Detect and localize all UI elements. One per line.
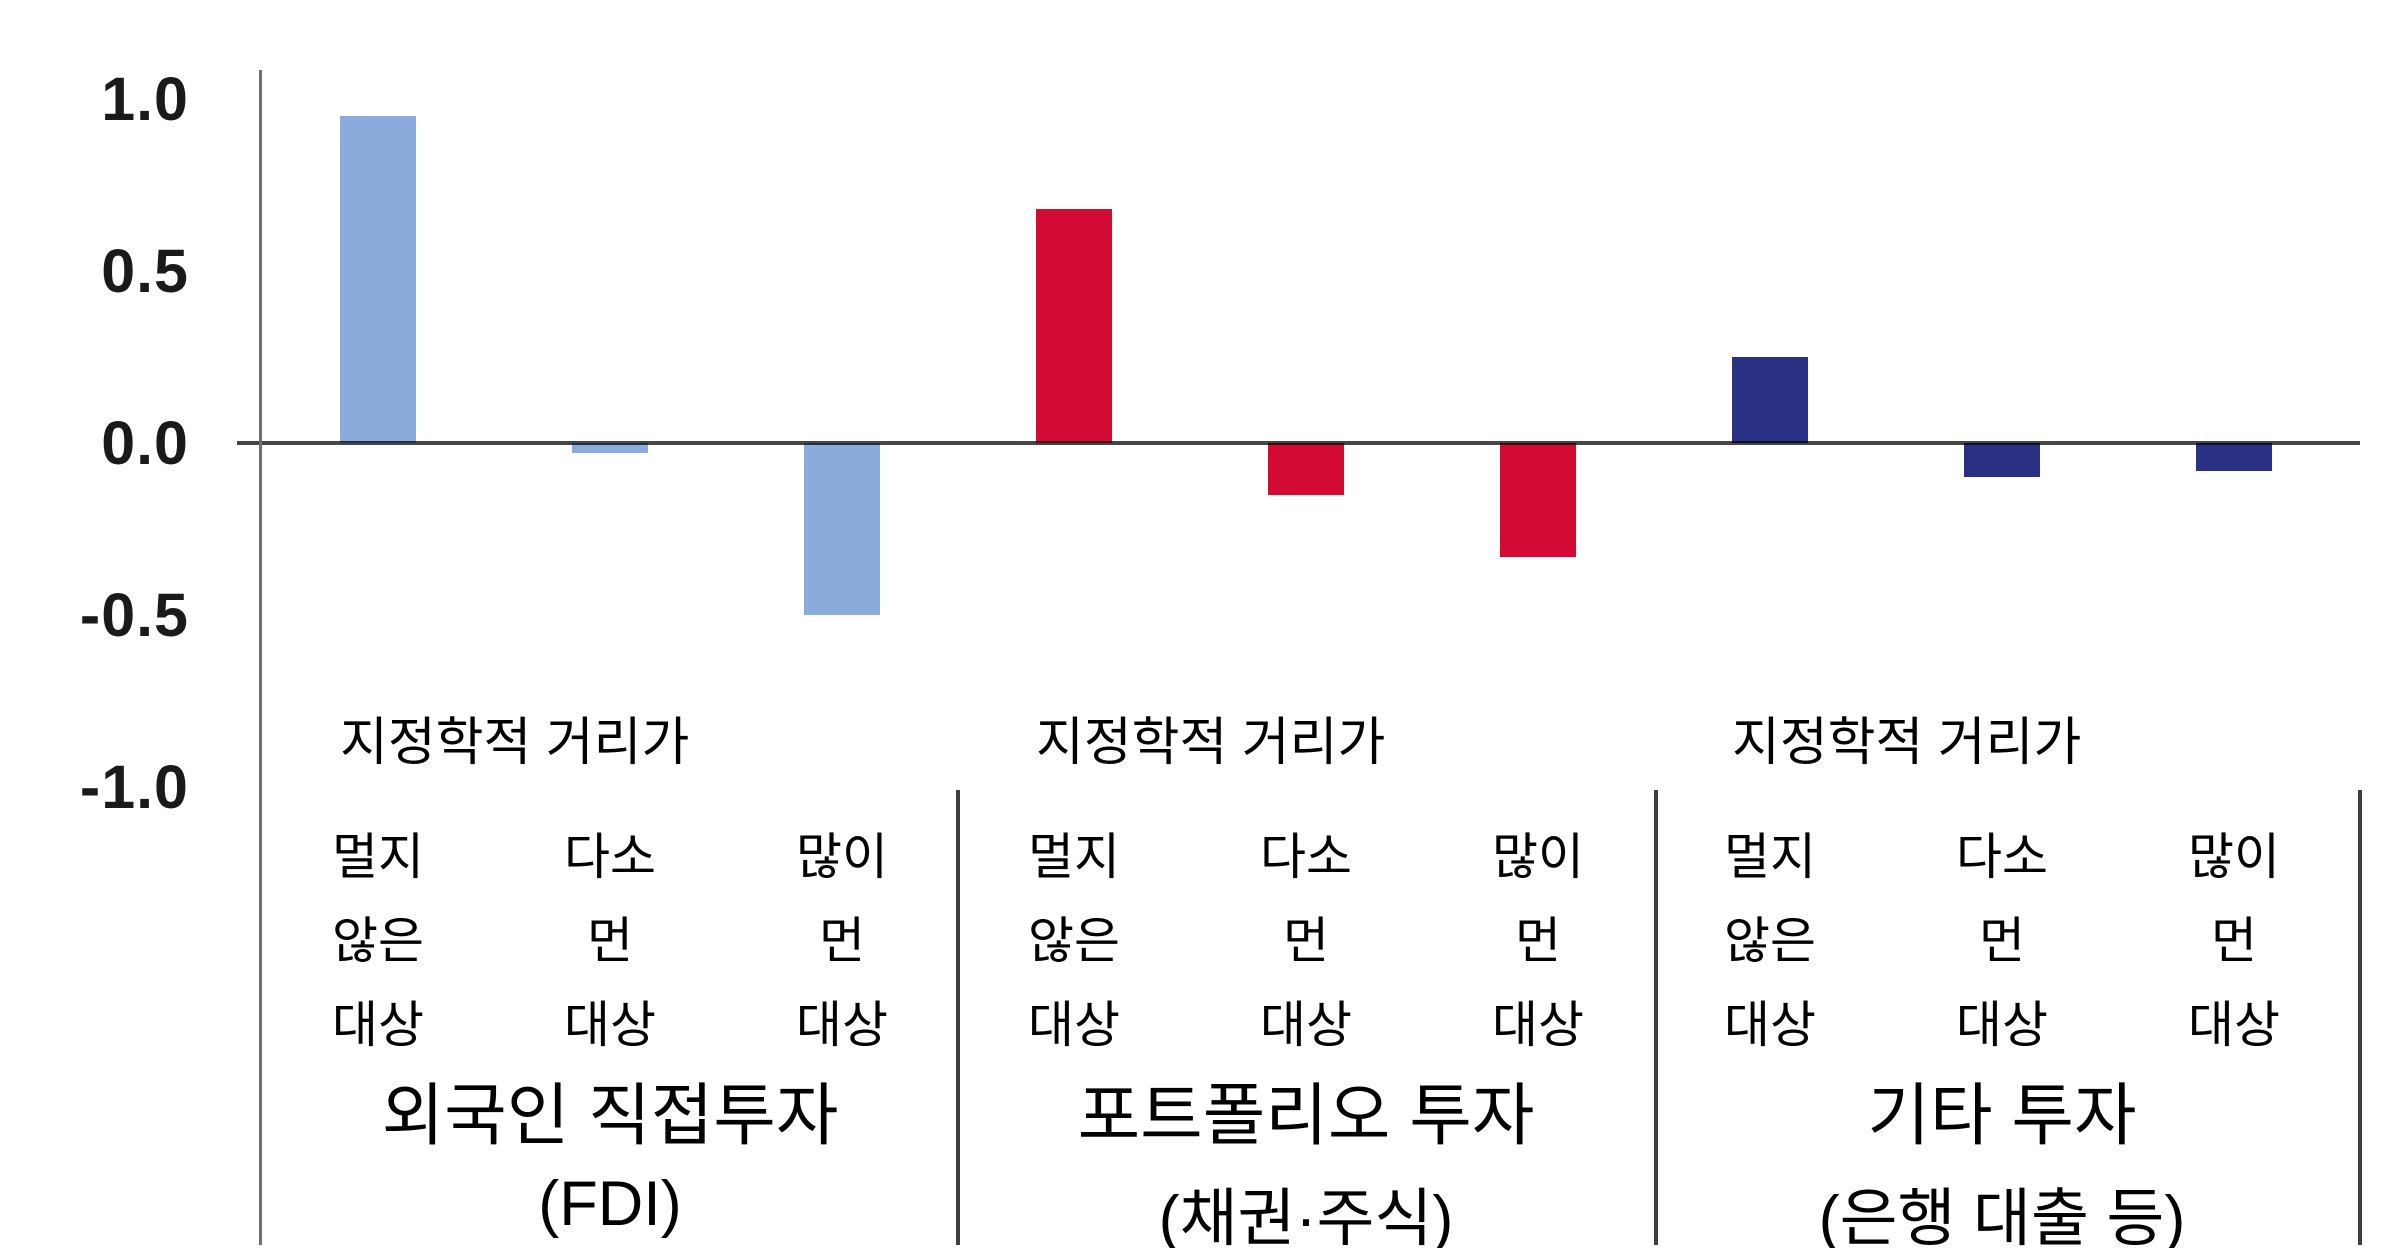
group-title-2: 포트폴리오 투자 bbox=[1077, 1078, 1535, 1154]
group-header-1: 지정학적 거리가 bbox=[340, 714, 690, 772]
category-label-line: 대상 bbox=[2188, 997, 2280, 1053]
category-label-line: 대상 bbox=[564, 997, 656, 1053]
category-label-line: 않은 bbox=[1724, 913, 1816, 969]
category-label-line: 먼 bbox=[1283, 913, 1329, 969]
group-separator-2 bbox=[1654, 790, 1658, 1245]
category-label-line: 멀지 bbox=[332, 829, 424, 885]
category-label-line: 많이 bbox=[2188, 829, 2280, 885]
group-separator-3 bbox=[2358, 790, 2362, 1245]
bar-group3-3 bbox=[2196, 443, 2272, 471]
y-tick-label: 1.0 bbox=[101, 65, 189, 133]
category-label-line: 않은 bbox=[1028, 913, 1120, 969]
category-label-line: 많이 bbox=[1492, 829, 1584, 885]
y-tick-label: 0.0 bbox=[101, 409, 189, 477]
group-separator-1 bbox=[956, 790, 960, 1245]
group-header-2: 지정학적 거리가 bbox=[1036, 714, 1386, 772]
category-label-line: 대상 bbox=[796, 997, 888, 1053]
bar-group1-1 bbox=[340, 116, 416, 443]
bar-group3-1 bbox=[1732, 357, 1808, 443]
zero-tick-mark bbox=[237, 441, 259, 445]
category-label-line: 다소 bbox=[564, 829, 656, 885]
category-label-line: 대상 bbox=[1260, 997, 1352, 1053]
group-title-3: 기타 투자 bbox=[1867, 1078, 2137, 1154]
bar-group2-1 bbox=[1036, 209, 1112, 443]
bar-group2-2 bbox=[1268, 443, 1344, 495]
y-tick-label: -1.0 bbox=[79, 753, 189, 821]
category-label-line: 대상 bbox=[1492, 997, 1584, 1053]
category-label-line: 먼 bbox=[819, 913, 865, 969]
category-label-line: 멀지 bbox=[1724, 829, 1816, 885]
zero-baseline bbox=[259, 441, 2360, 445]
category-label-line: 다소 bbox=[1956, 829, 2048, 885]
group-subtitle-2: (채권·주식) bbox=[1158, 1184, 1454, 1248]
group-title-1: 외국인 직접투자 bbox=[381, 1078, 839, 1154]
category-label-line: 멀지 bbox=[1028, 829, 1120, 885]
category-label-line: 많이 bbox=[796, 829, 888, 885]
group-subtitle-1: (FDI) bbox=[538, 1169, 682, 1239]
y-axis-line bbox=[259, 70, 262, 1245]
category-label-line: 대상 bbox=[1724, 997, 1816, 1053]
y-tick-label: 0.5 bbox=[101, 237, 189, 305]
group-subtitle-3: (은행 대출 등) bbox=[1818, 1184, 2186, 1248]
category-label-line: 다소 bbox=[1260, 829, 1352, 885]
category-label-line: 대상 bbox=[1028, 997, 1120, 1053]
category-label-line: 먼 bbox=[1515, 913, 1561, 969]
category-label-line: 먼 bbox=[1979, 913, 2025, 969]
y-tick-label: -0.5 bbox=[79, 581, 189, 649]
bar-group2-3 bbox=[1500, 443, 1576, 557]
category-label-line: 먼 bbox=[2211, 913, 2257, 969]
category-label-line: 대상 bbox=[1956, 997, 2048, 1053]
category-label-line: 대상 bbox=[332, 997, 424, 1053]
bar-group3-2 bbox=[1964, 443, 2040, 477]
group-header-3: 지정학적 거리가 bbox=[1732, 714, 2082, 772]
bar-group1-2 bbox=[572, 443, 648, 453]
bar-group1-3 bbox=[804, 443, 880, 615]
category-label-line: 먼 bbox=[587, 913, 633, 969]
category-label-line: 않은 bbox=[332, 913, 424, 969]
